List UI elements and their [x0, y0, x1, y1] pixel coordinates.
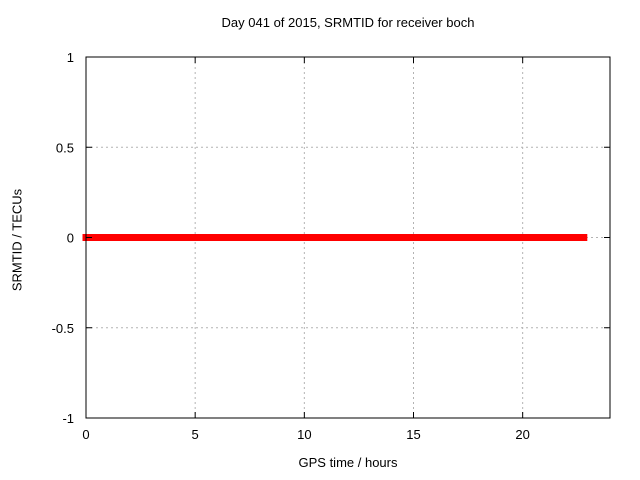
- y-tick-label: -0.5: [52, 321, 74, 336]
- chart-title: Day 041 of 2015, SRMTID for receiver boc…: [221, 15, 475, 30]
- y-tick-label: 1: [67, 50, 74, 65]
- x-tick-label: 10: [297, 427, 311, 442]
- x-axis-label: GPS time / hours: [298, 455, 398, 470]
- x-tick-label: 5: [192, 427, 199, 442]
- y-tick-label: 0.5: [56, 140, 74, 155]
- y-tick-label: -1: [62, 411, 74, 426]
- x-tick-label: 20: [515, 427, 529, 442]
- y-tick-label: 0: [67, 231, 74, 246]
- x-tick-label: 15: [406, 427, 420, 442]
- x-tick-label: 0: [82, 427, 89, 442]
